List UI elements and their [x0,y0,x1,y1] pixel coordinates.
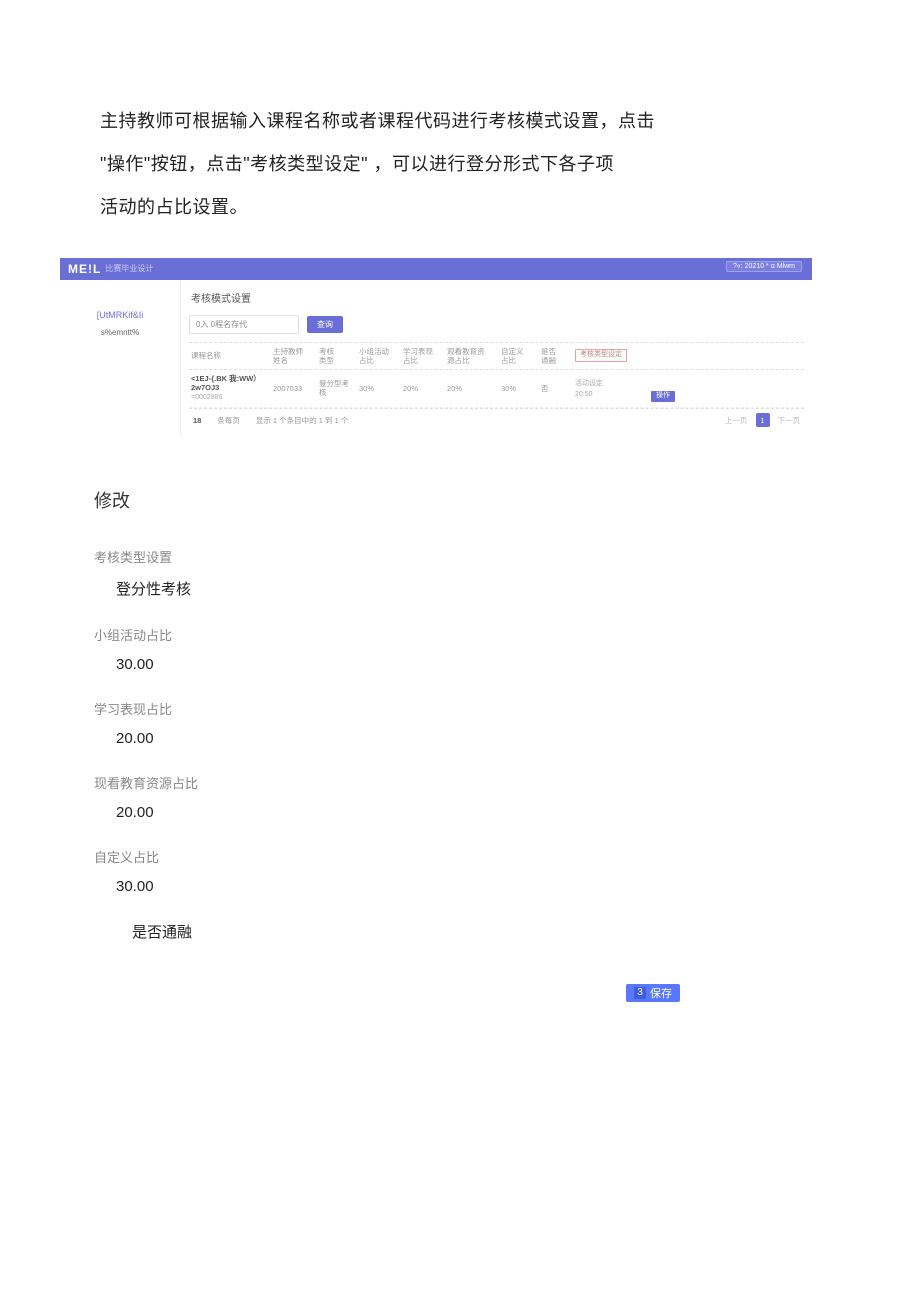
instruction-text: 主持教师可根据输入课程名称或者课程代码进行考核模式设置，点击 "操作"按钮，点击… [100,100,840,230]
col-perf[interactable]: 学习表现 占比 [401,347,445,365]
grid-row: <1EJ-{.BK 我:WW）2w7OJ3 =0002986 2007033 登… [189,370,804,409]
cell-type: 登分型考 核 [317,379,357,398]
cell-course: <1EJ-{.BK 我:WW）2w7OJ3 =0002986 [189,374,271,404]
label-assess-type: 考核类型设置 [94,547,860,566]
label-resource-ratio: 现看教育资源占比 [94,773,860,792]
save-count: 3 [634,987,646,999]
panel-title: 考核模式设置 [191,290,804,305]
sidebar: [UtMRKif&Ii s%emntt% [60,280,180,438]
cell-group: 30% [357,384,401,393]
cell-action: 活动设定 20:50 操作 [573,377,669,401]
main-panel: 考核模式设置 0入 0程名存代 查询 课程名称 主持教师 姓名 考核 类型 小组… [180,280,812,438]
save-button[interactable]: 3 保存 [626,984,680,1002]
course-code: =0002986 [191,394,222,401]
cell-perf: 20% [401,384,445,393]
label-group-ratio: 小组活动占比 [94,625,860,644]
col-type[interactable]: 考核 类型 [317,347,357,365]
pager-current[interactable]: 1 [756,413,770,427]
pager-next[interactable]: 下一页 [778,415,801,426]
col-group[interactable]: 小组活动 占比 [357,347,401,365]
app-logo-sub: 比赛毕业设计 [105,263,153,274]
sidebar-link-2[interactable]: s%emntt% [60,328,180,337]
pager: 上一页 1 下一页 [725,413,800,427]
app-header: ME!L 比赛毕业设计 ?«: 20210 * α Mlwm [60,258,812,280]
semester-badge[interactable]: ?«: 20210 * α Mlwm [726,261,802,272]
cell-custom: 30% [499,384,539,393]
action-activity-setting[interactable]: 活动设定 [575,380,667,389]
search-button[interactable]: 查询 [307,316,343,333]
value-assess-type[interactable]: 登分性考核 [116,578,191,599]
value-allow-flex[interactable]: 是否通融 [132,921,192,942]
value-group-ratio[interactable]: 30.00 [116,656,860,673]
value-perf-ratio[interactable]: 20.00 [116,730,860,747]
edit-form: 修改 考核类型设置 登分性考核 小组活动占比 30.00 学习表现占比 20.0… [94,487,860,942]
page-size-label: 条每页 [217,415,240,426]
course-name: <1EJ-{.BK 我:WW）2w7OJ3 [191,374,261,392]
col-course[interactable]: 课程名称 [189,351,271,360]
col-flag[interactable]: 是否 通融 [539,347,573,365]
cell-resource: 20% [445,384,499,393]
label-perf-ratio: 学习表现占比 [94,699,860,718]
save-label: 保存 [650,985,672,1001]
grid-footer: 18 条每页 显示 1 个条目中的 1 到 1 个 上一页 1 下一页 [189,408,804,431]
page-info: 显示 1 个条目中的 1 到 1 个 [256,415,349,426]
label-custom-ratio: 自定义占比 [94,847,860,866]
col-teacher[interactable]: 主持教师 姓名 [271,347,317,365]
operate-button[interactable]: 操作 [651,391,675,402]
search-input[interactable]: 0入 0程名存代 [189,315,299,334]
app-screenshot: ME!L 比赛毕业设计 ?«: 20210 * α Mlwm [UtMRKif&… [60,258,812,438]
col-action: 考核类型设定 [573,349,669,361]
value-resource-ratio[interactable]: 20.00 [116,804,860,821]
grid-header: 课程名称 主持教师 姓名 考核 类型 小组活动 占比 学习表现 占比 观看教育资… [189,342,804,370]
app-logo: ME!L [68,262,101,276]
col-custom[interactable]: 自定义 占比 [499,347,539,365]
value-custom-ratio[interactable]: 30.00 [116,878,860,895]
action-type-setting[interactable]: 考核类型设定 [575,349,627,361]
cell-flag: 否 [539,384,573,393]
cell-teacher: 2007033 [271,384,317,393]
sidebar-link-1[interactable]: [UtMRKif&Ii [60,310,180,320]
form-title: 修改 [94,487,860,513]
col-resource[interactable]: 观看教育资 源占比 [445,347,499,365]
page-size[interactable]: 18 [193,416,201,425]
pager-prev[interactable]: 上一页 [725,415,748,426]
data-grid: 课程名称 主持教师 姓名 考核 类型 小组活动 占比 学习表现 占比 观看教育资… [189,342,804,432]
